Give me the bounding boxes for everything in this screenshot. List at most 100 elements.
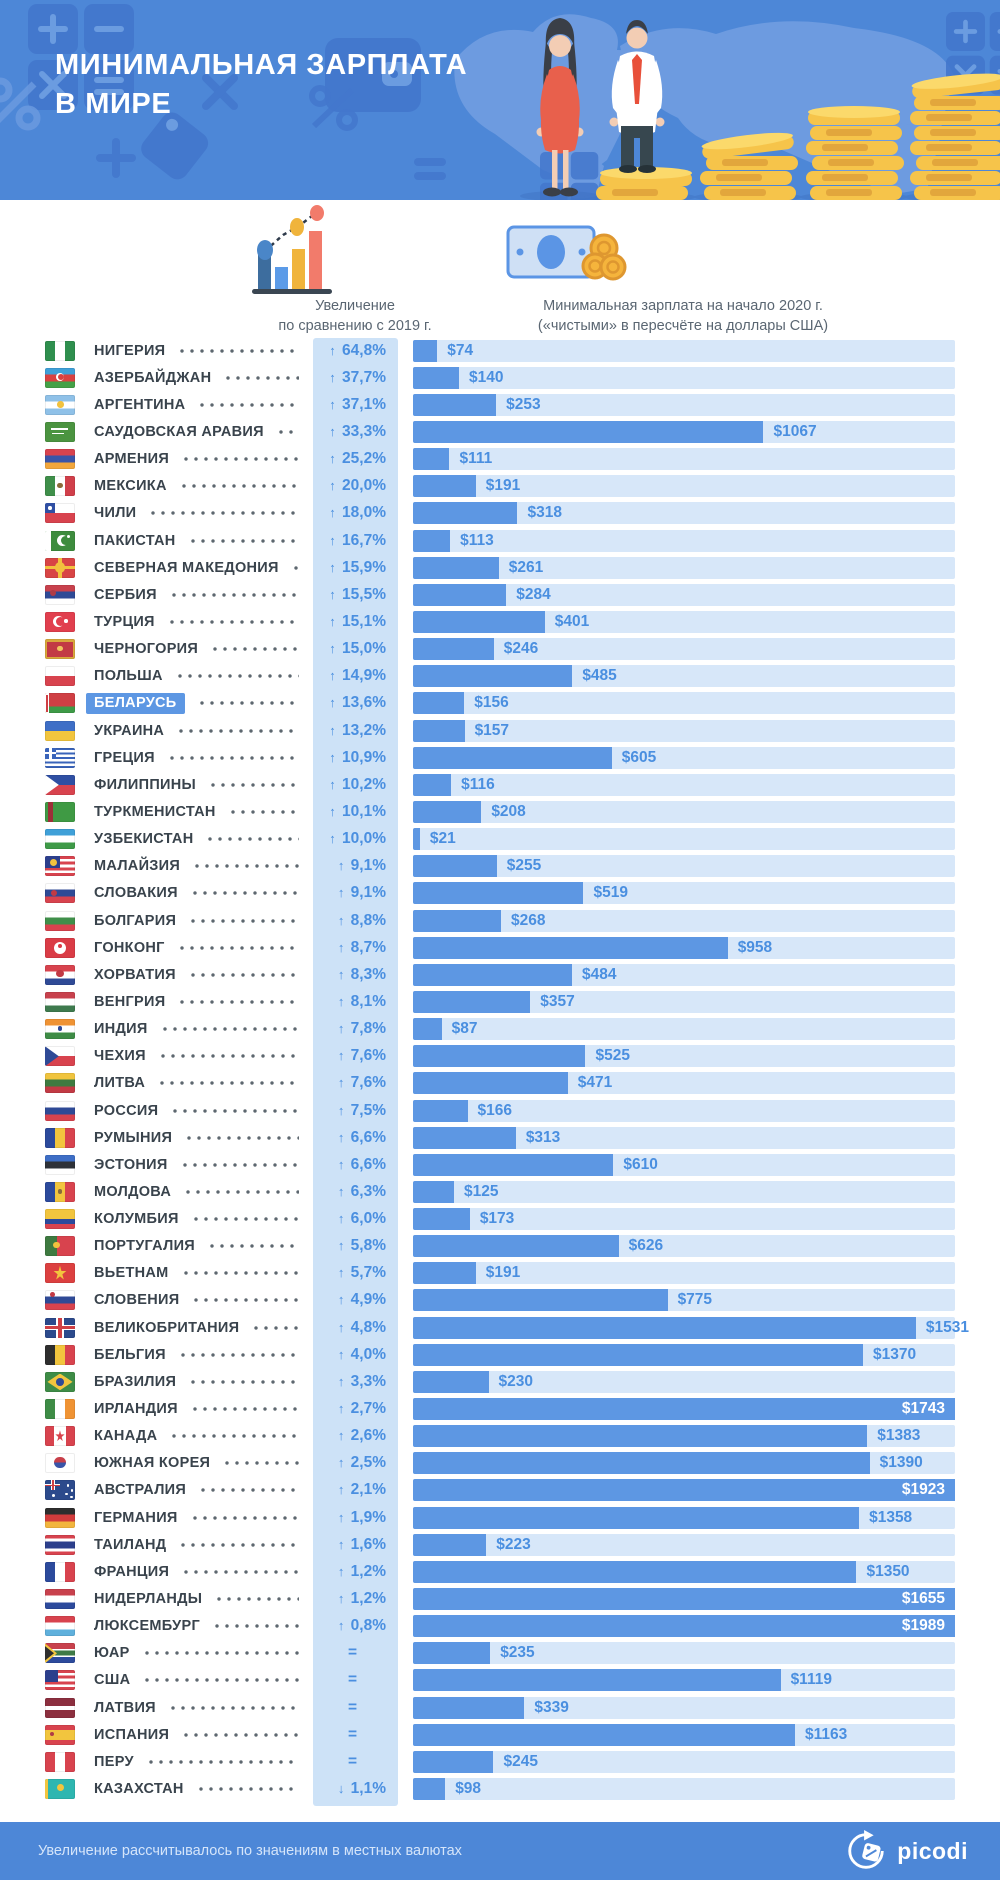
change-value: ↑ 8,8% — [337, 911, 386, 929]
row-left-zone: МЕКСИКА — [0, 476, 313, 497]
country-name: СЛОВЕНИЯ — [94, 1292, 180, 1309]
country-name: ГЕРМАНИЯ — [94, 1509, 178, 1526]
arrow-up-icon: ↑ — [329, 559, 336, 575]
arrow-up-icon: ↑ — [329, 505, 336, 521]
flag-icon — [45, 1371, 75, 1392]
footer-bar: Увеличение рассчитывалось по значениям в… — [0, 1822, 1000, 1880]
wage-value: $1119 — [790, 1671, 832, 1689]
wage-value: $525 — [595, 1047, 630, 1065]
dotted-leader — [174, 674, 299, 679]
country-row: ГРЕЦИЯ ↑ 10,9% $605 — [0, 744, 1000, 771]
arrow-up-icon: ↑ — [329, 749, 336, 765]
flag-icon — [45, 829, 75, 850]
dotted-leader — [198, 1488, 299, 1493]
arrow-up-icon: ↑ — [329, 478, 336, 494]
dotted-leader — [148, 511, 299, 516]
wage-value: $484 — [581, 965, 617, 983]
flag-icon — [45, 910, 75, 931]
dotted-leader — [222, 1461, 299, 1466]
bar-fill — [413, 990, 531, 1013]
row-left-zone: ТУРЦИЯ — [0, 611, 313, 632]
flag-icon — [45, 503, 75, 524]
country-row: РУМЫНИЯ ↑ 6,6% $313 — [0, 1124, 1000, 1151]
bar-track: $284 — [413, 583, 955, 606]
country-row: СЕВЕРНАЯ МАКЕДОНИЯ ↑ 15,9% $261 — [0, 554, 1000, 581]
bar-fill — [413, 1479, 955, 1502]
wage-value: $1923 — [901, 1481, 945, 1499]
dotted-leader — [167, 1705, 299, 1710]
row-left-zone: НИГЕРИЯ — [0, 340, 313, 361]
wage-value: $519 — [593, 884, 628, 902]
country-name: ТУРЦИЯ — [94, 613, 155, 630]
bar-fill — [413, 1153, 614, 1176]
row-left-zone: ЛЮКСЕМБУРГ — [0, 1616, 313, 1637]
change-value: ↑ 1,9% — [337, 1508, 386, 1526]
bar-track: $253 — [413, 393, 955, 416]
bar-track: $1655 — [413, 1588, 955, 1611]
wage-value: $191 — [485, 477, 521, 495]
wage-value: $471 — [577, 1074, 613, 1092]
country-name: ЧЕХИЯ — [94, 1048, 146, 1065]
flag-icon — [45, 394, 75, 415]
row-left-zone: УКРАИНА — [0, 720, 313, 741]
country-name: ФИЛИППИНЫ — [94, 776, 197, 793]
flag-emblem — [57, 645, 63, 651]
arrow-up-icon: ↑ — [329, 342, 336, 358]
wage-value: $111 — [459, 450, 493, 468]
country-row: ИСПАНИЯ = $1163 — [0, 1721, 1000, 1748]
dotted-leader — [207, 1244, 299, 1249]
country-row: НИДЕРЛАНДЫ ↑ 1,2% $1655 — [0, 1585, 1000, 1612]
flag-emblem — [70, 1496, 73, 1499]
flag-icon — [45, 1670, 75, 1691]
dotted-leader — [214, 1597, 299, 1602]
bar-track: $173 — [413, 1208, 955, 1231]
row-left-zone: ЧЕРНОГОРИЯ — [0, 639, 313, 660]
calculator-icon — [28, 4, 134, 110]
flag-emblem — [57, 1188, 63, 1194]
change-value: ↑ 13,2% — [329, 721, 386, 739]
dotted-leader — [223, 375, 299, 380]
flag-icon — [45, 1534, 75, 1555]
country-row: ЮЖНАЯ КОРЕЯ ↑ 2,5% $1390 — [0, 1450, 1000, 1477]
wage-value: $157 — [474, 721, 510, 739]
row-left-zone: АВСТРАЛИЯ — [0, 1480, 313, 1501]
arrow-up-icon: ↑ — [329, 423, 336, 439]
country-row: АРГЕНТИНА ↑ 37,1% $253 — [0, 391, 1000, 418]
bar-fill — [413, 1642, 491, 1665]
row-left-zone: РУМЫНИЯ — [0, 1127, 313, 1148]
row-left-zone: НИДЕРЛАНДЫ — [0, 1589, 313, 1610]
flag-emblem — [56, 1784, 64, 1792]
bar-track: $111 — [413, 448, 955, 471]
dotted-leader — [191, 1298, 299, 1303]
country-name: ПАКИСТАН — [94, 532, 176, 549]
flag-icon — [45, 1154, 75, 1175]
wage-value: $87 — [451, 1020, 478, 1038]
country-row: США = $1119 — [0, 1667, 1000, 1694]
dotted-leader — [183, 1189, 299, 1194]
bar-fill — [413, 1180, 455, 1203]
percent-icon — [309, 85, 358, 131]
change-value: ↑ 15,0% — [329, 640, 386, 658]
arrow-up-icon: ↑ — [329, 396, 336, 412]
wage-value: $208 — [491, 802, 526, 820]
country-row: СЕРБИЯ ↑ 15,5% $284 — [0, 581, 1000, 608]
arrow-up-icon: ↑ — [329, 586, 336, 602]
flag-icon — [45, 747, 75, 768]
country-row: ПАКИСТАН ↑ 16,7% $113 — [0, 527, 1000, 554]
country-row: ТУРКМЕНИСТАН ↑ 10,1% $208 — [0, 798, 1000, 825]
dotted-leader — [189, 891, 299, 896]
legend-wage-line2: («чистыми» в пересчёте на доллары США) — [537, 317, 829, 334]
bar-track: $519 — [413, 882, 955, 905]
wage-value: $1383 — [877, 1427, 921, 1445]
flag-icon — [45, 964, 75, 985]
bar-track: $1743 — [413, 1398, 955, 1421]
change-value: ↑ 5,8% — [337, 1237, 386, 1255]
multiply-icon — [202, 74, 238, 110]
flag-detail — [52, 432, 65, 435]
country-name: СЛОВАКИЯ — [94, 885, 178, 902]
arrow-up-icon: ↑ — [337, 1021, 345, 1037]
dotted-leader — [178, 484, 299, 489]
row-left-zone: ПАКИСТАН — [0, 530, 313, 551]
country-row: КАЗАХСТАН ↓ 1,1% $98 — [0, 1775, 1000, 1802]
country-row: ФИЛИППИНЫ ↑ 10,2% $116 — [0, 771, 1000, 798]
